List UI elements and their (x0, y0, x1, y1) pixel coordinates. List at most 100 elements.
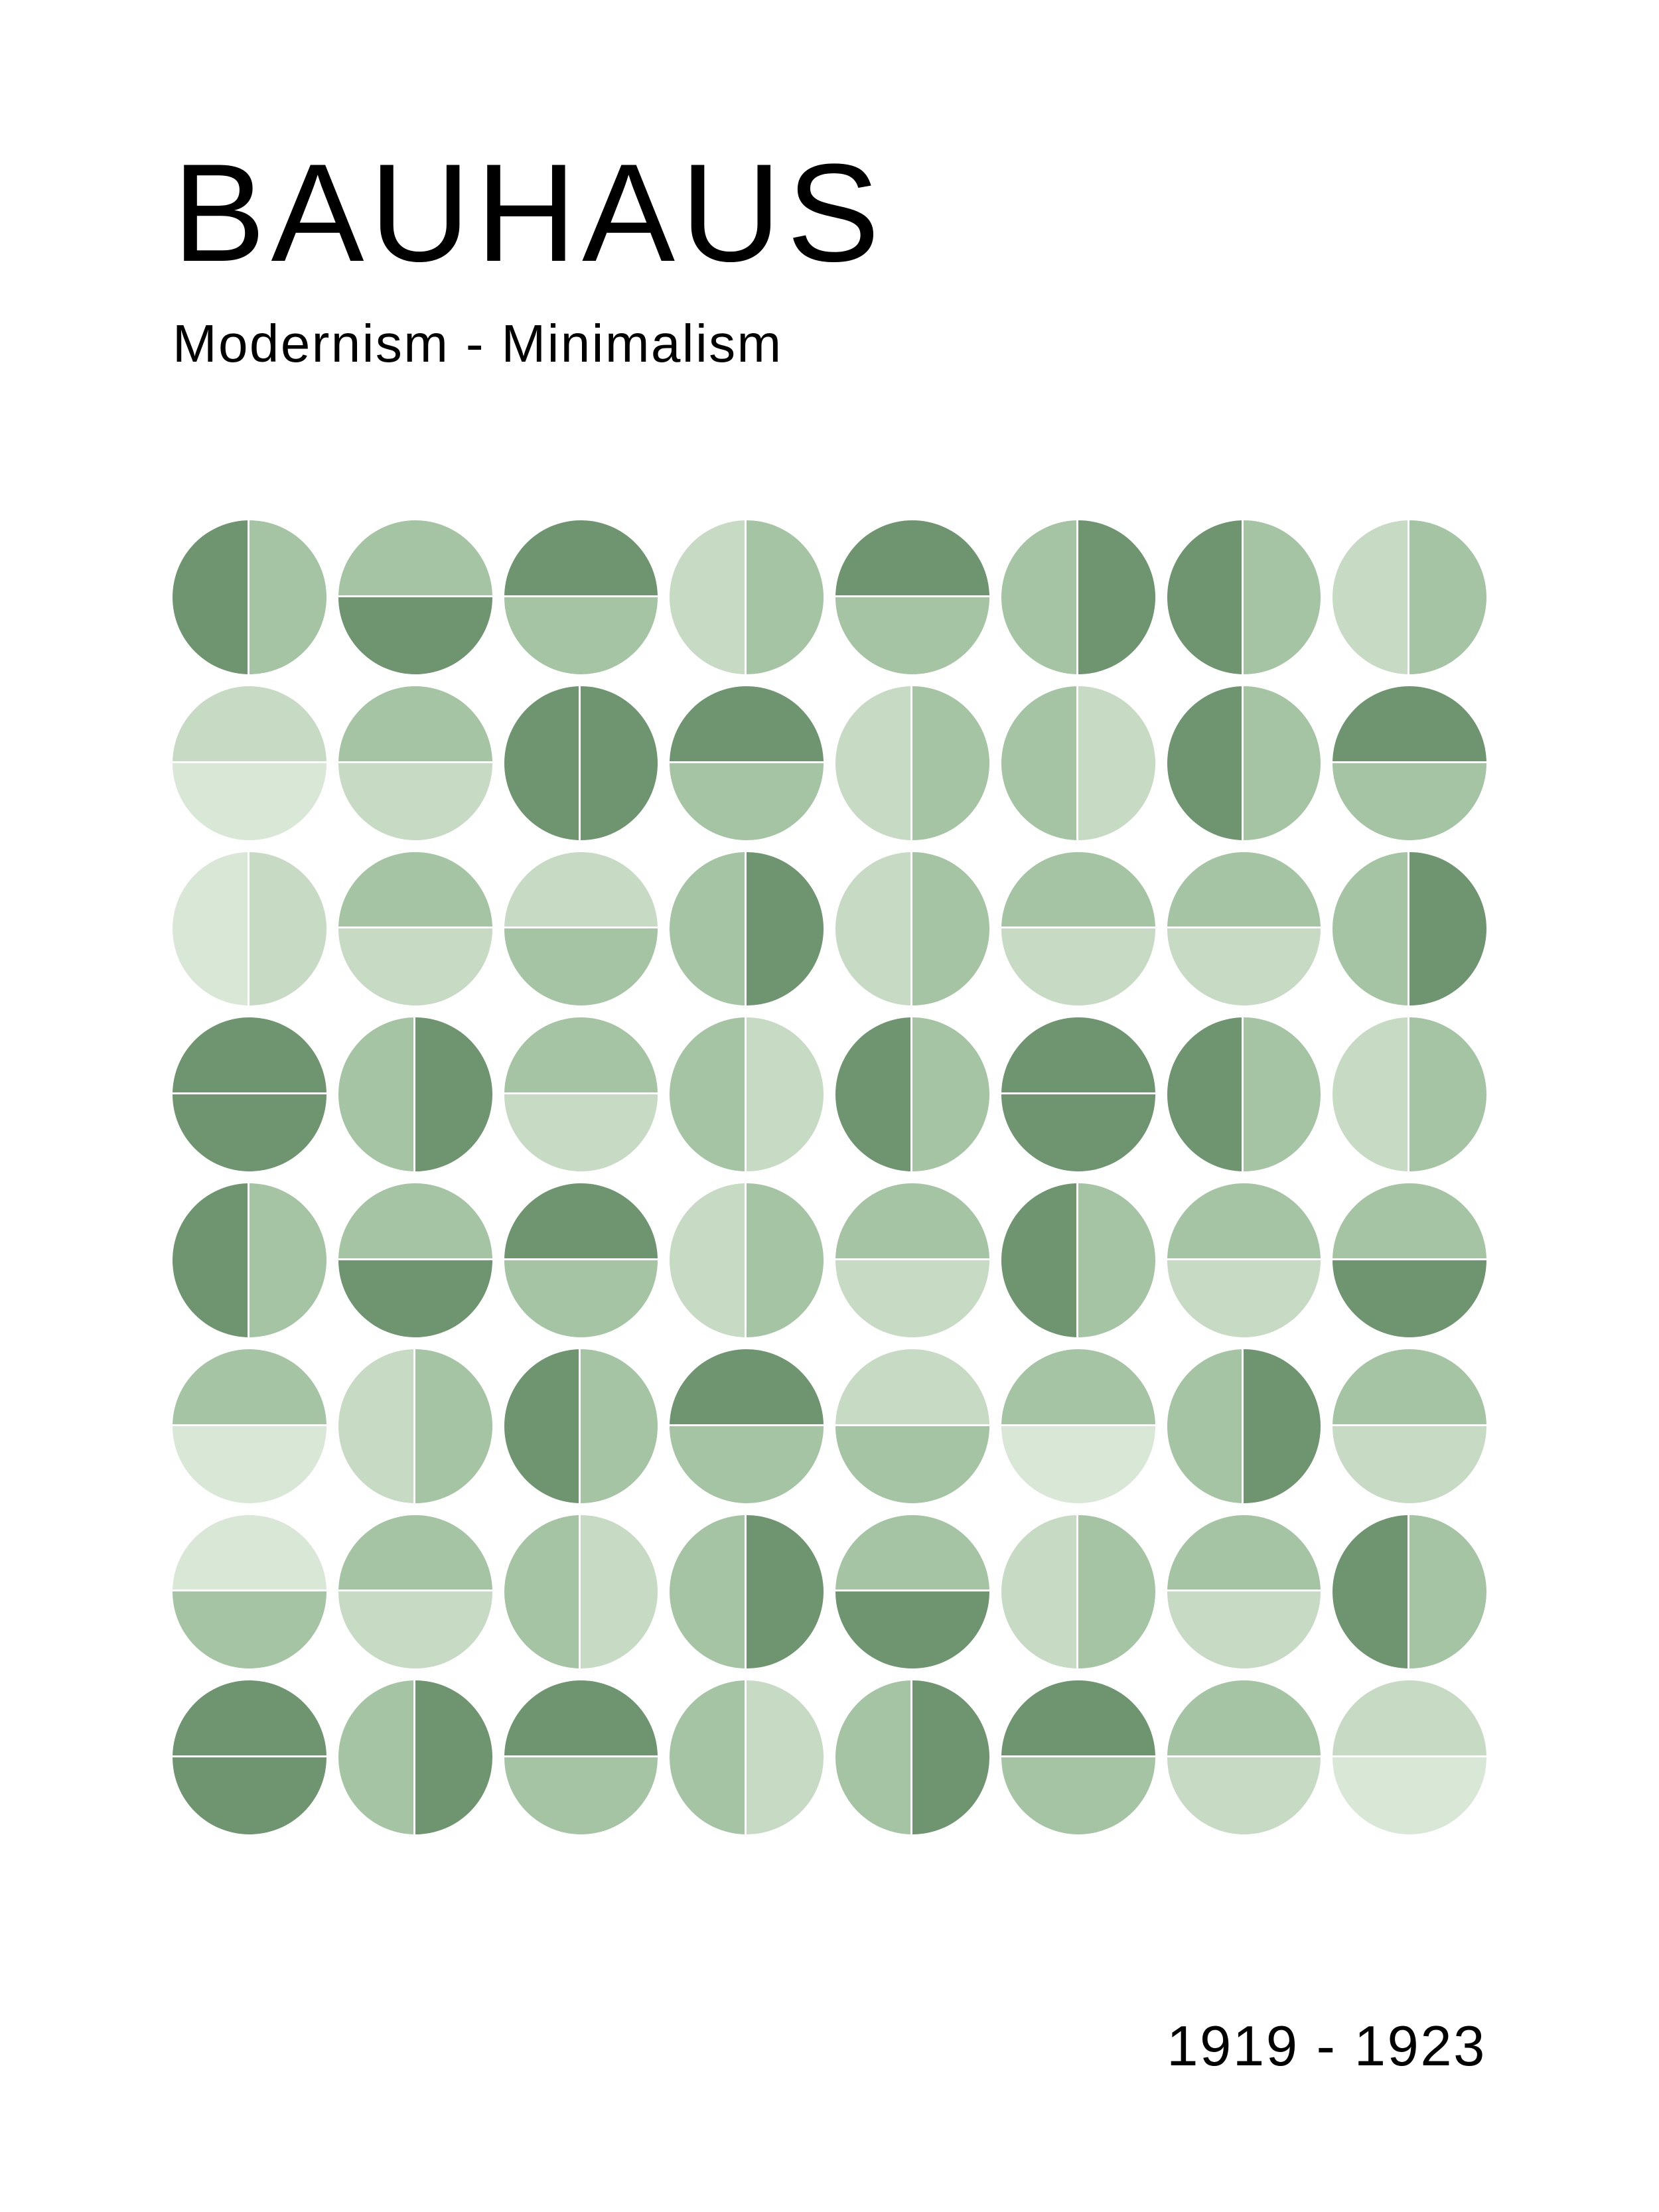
circle-half (173, 763, 326, 840)
grid-circle (670, 1017, 824, 1171)
grid-circle (173, 852, 326, 1006)
circle-half (747, 852, 824, 1006)
circle-half (581, 1515, 658, 1669)
poster-subtitle: Modernism - Minimalism (173, 313, 1486, 374)
circle-half (1001, 928, 1155, 1005)
grid-circle (1001, 852, 1155, 1006)
circle-half (1167, 1349, 1244, 1503)
circle-half (670, 1515, 747, 1669)
circle-half (1167, 1017, 1244, 1171)
grid-circle (1167, 686, 1321, 840)
circle-half (1167, 1591, 1321, 1668)
circle-half (747, 1515, 824, 1669)
circle-half (504, 928, 658, 1005)
grid-circle (1167, 520, 1321, 674)
circle-half (581, 686, 658, 840)
bauhaus-poster: BAUHAUS Modernism - Minimalism 1919 - 19… (0, 0, 1659, 2212)
circle-half (338, 520, 492, 597)
circle-half (1409, 520, 1486, 674)
grid-circle (504, 520, 658, 674)
circle-half (912, 852, 989, 1006)
circle-half (415, 1680, 492, 1834)
circle-half (747, 1183, 824, 1337)
circle-half (338, 1349, 415, 1503)
grid-circle (173, 1017, 326, 1171)
grid-circle (338, 1680, 492, 1834)
circle-half (1333, 1017, 1409, 1171)
circle-half (1333, 852, 1409, 1006)
circle-half (581, 1349, 658, 1503)
grid-circle (1167, 1017, 1321, 1171)
grid-circle (670, 1349, 824, 1503)
circle-half (173, 1591, 326, 1668)
grid-circle (1333, 1017, 1486, 1171)
circle-half (504, 1183, 658, 1260)
circle-half (1001, 1426, 1155, 1503)
circle-half (338, 1183, 492, 1260)
circle-half (835, 1515, 989, 1592)
grid-circle (835, 1183, 989, 1337)
grid-circle (1167, 1680, 1321, 1834)
circle-half (504, 686, 581, 840)
circle-half (670, 1349, 824, 1426)
circle-half (338, 928, 492, 1005)
circle-half (747, 520, 824, 674)
circle-half (1001, 1017, 1155, 1094)
circle-half (1409, 1515, 1486, 1669)
circle-half (1244, 686, 1321, 840)
circle-half (338, 1515, 492, 1592)
circle-half (1409, 1017, 1486, 1171)
circle-half (1333, 1757, 1486, 1834)
circle-half (1167, 852, 1321, 929)
circle-half (504, 520, 658, 597)
grid-circle (504, 1017, 658, 1171)
circle-half (1167, 1515, 1321, 1592)
grid-circle (504, 1349, 658, 1503)
circle-half (1078, 1183, 1155, 1337)
grid-circle (1333, 1349, 1486, 1503)
circle-half (504, 1017, 658, 1094)
circle-half (1001, 852, 1155, 929)
circle-half (173, 852, 250, 1006)
circle-half (1333, 1260, 1486, 1337)
grid-circle (173, 686, 326, 840)
circle-half (1001, 520, 1078, 674)
circle-half (173, 1017, 326, 1094)
circle-half (835, 1426, 989, 1503)
grid-circle (835, 1349, 989, 1503)
circle-half (173, 1680, 326, 1757)
circle-half (1333, 763, 1486, 840)
grid-circle (1001, 1183, 1155, 1337)
circle-half (1001, 1757, 1155, 1834)
circle-half (173, 1757, 326, 1834)
grid-circle (1167, 1349, 1321, 1503)
grid-circle (1333, 686, 1486, 840)
grid-circle (504, 686, 658, 840)
circle-half (173, 1349, 326, 1426)
grid-circle (173, 1680, 326, 1834)
grid-circle (835, 852, 989, 1006)
circle-half (504, 1515, 581, 1669)
circle-half (670, 1183, 747, 1337)
grid-circle (670, 1515, 824, 1669)
circle-half (504, 1349, 581, 1503)
circle-half (1333, 686, 1486, 763)
grid-circle (1333, 1515, 1486, 1669)
circle-half (747, 1017, 824, 1171)
circle-half (670, 686, 824, 763)
circle-half (415, 1017, 492, 1171)
circle-half (250, 852, 326, 1006)
grid-circle (1167, 852, 1321, 1006)
circle-half (504, 1094, 658, 1171)
circle-half (1078, 686, 1155, 840)
circle-half (835, 1680, 912, 1834)
circle-half (835, 520, 989, 597)
circle-half (1001, 1094, 1155, 1171)
circle-half (1167, 1260, 1321, 1337)
circle-half (1001, 1183, 1078, 1337)
circle-half (1167, 1757, 1321, 1834)
circle-half (1078, 1515, 1155, 1669)
grid-circle (835, 1515, 989, 1669)
circle-half (250, 520, 326, 674)
circle-half (1001, 1680, 1155, 1757)
